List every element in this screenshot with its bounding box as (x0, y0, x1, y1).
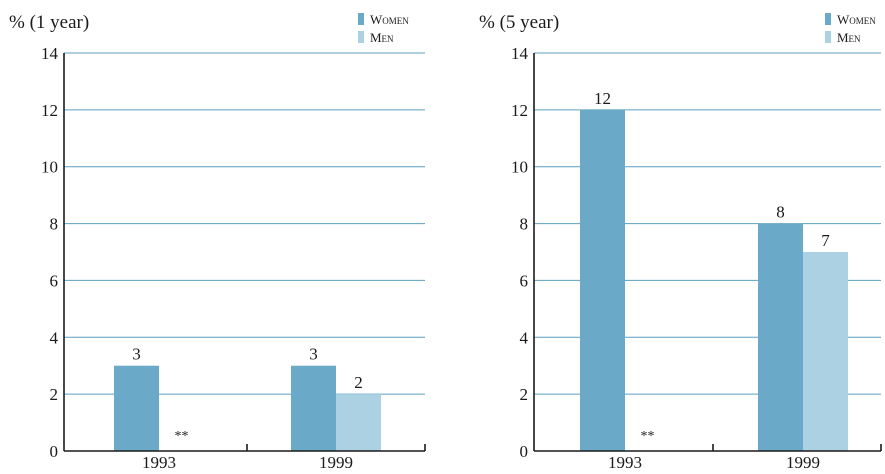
bar-women-1993 (114, 365, 159, 451)
y-tick-label: 10 (511, 158, 528, 177)
data-label: 12 (594, 89, 611, 108)
y-tick-label: 14 (511, 44, 529, 63)
y-tick-label: 8 (50, 215, 59, 234)
data-label: 3 (132, 345, 141, 364)
y-tick-label: 8 (520, 215, 529, 234)
chart-panel-1: % (1 year) 0 2 4 6 8 10 12 14 3 3 ** 2 1993 1999 Women M… (9, 12, 426, 472)
y-tick-label: 12 (41, 101, 58, 120)
y-tick-label: 10 (41, 158, 58, 177)
bar-men-1999 (803, 252, 848, 451)
data-label: 3 (309, 345, 318, 364)
bar-men-1999 (336, 394, 381, 451)
data-label: 8 (776, 203, 785, 222)
data-label: ** (175, 429, 189, 444)
x-tick-label: 1993 (608, 453, 642, 472)
legend-swatch (825, 13, 831, 25)
y-tick-label: 2 (520, 385, 529, 404)
data-label: 7 (821, 231, 830, 250)
y-tick-label: 0 (50, 442, 59, 461)
legend-label: Men (837, 30, 861, 45)
y-tick-label: 12 (511, 101, 528, 120)
legend-label: Men (370, 30, 394, 45)
bar-women-1993 (580, 109, 625, 451)
y-tick-label: 14 (41, 44, 59, 63)
legend-swatch (825, 31, 831, 43)
y-axis-label: % (1 year) (9, 12, 89, 33)
bar-women-1999 (758, 223, 803, 451)
data-label: 2 (354, 373, 363, 392)
y-axis-label: % (5 year) (479, 12, 559, 33)
chart-panel-2: % (5 year) 0 2 4 6 8 10 12 14 12 8 ** 7 1993 1999 Women… (479, 12, 882, 472)
y-tick-label: 4 (520, 328, 529, 347)
data-label: ** (641, 429, 655, 444)
y-tick-label: 2 (50, 385, 59, 404)
legend-swatch (358, 31, 364, 43)
x-tick-label: 1999 (319, 453, 353, 472)
y-tick-label: 4 (50, 328, 59, 347)
x-tick-label: 1993 (142, 453, 176, 472)
y-tick-label: 6 (520, 271, 529, 290)
x-tick-label: 1999 (786, 453, 820, 472)
bar-women-1999 (291, 365, 336, 451)
legend-swatch (358, 13, 364, 25)
legend-label: Women (370, 12, 409, 27)
y-tick-label: 0 (520, 442, 529, 461)
legend-label: Women (837, 12, 876, 27)
y-tick-label: 6 (50, 271, 59, 290)
